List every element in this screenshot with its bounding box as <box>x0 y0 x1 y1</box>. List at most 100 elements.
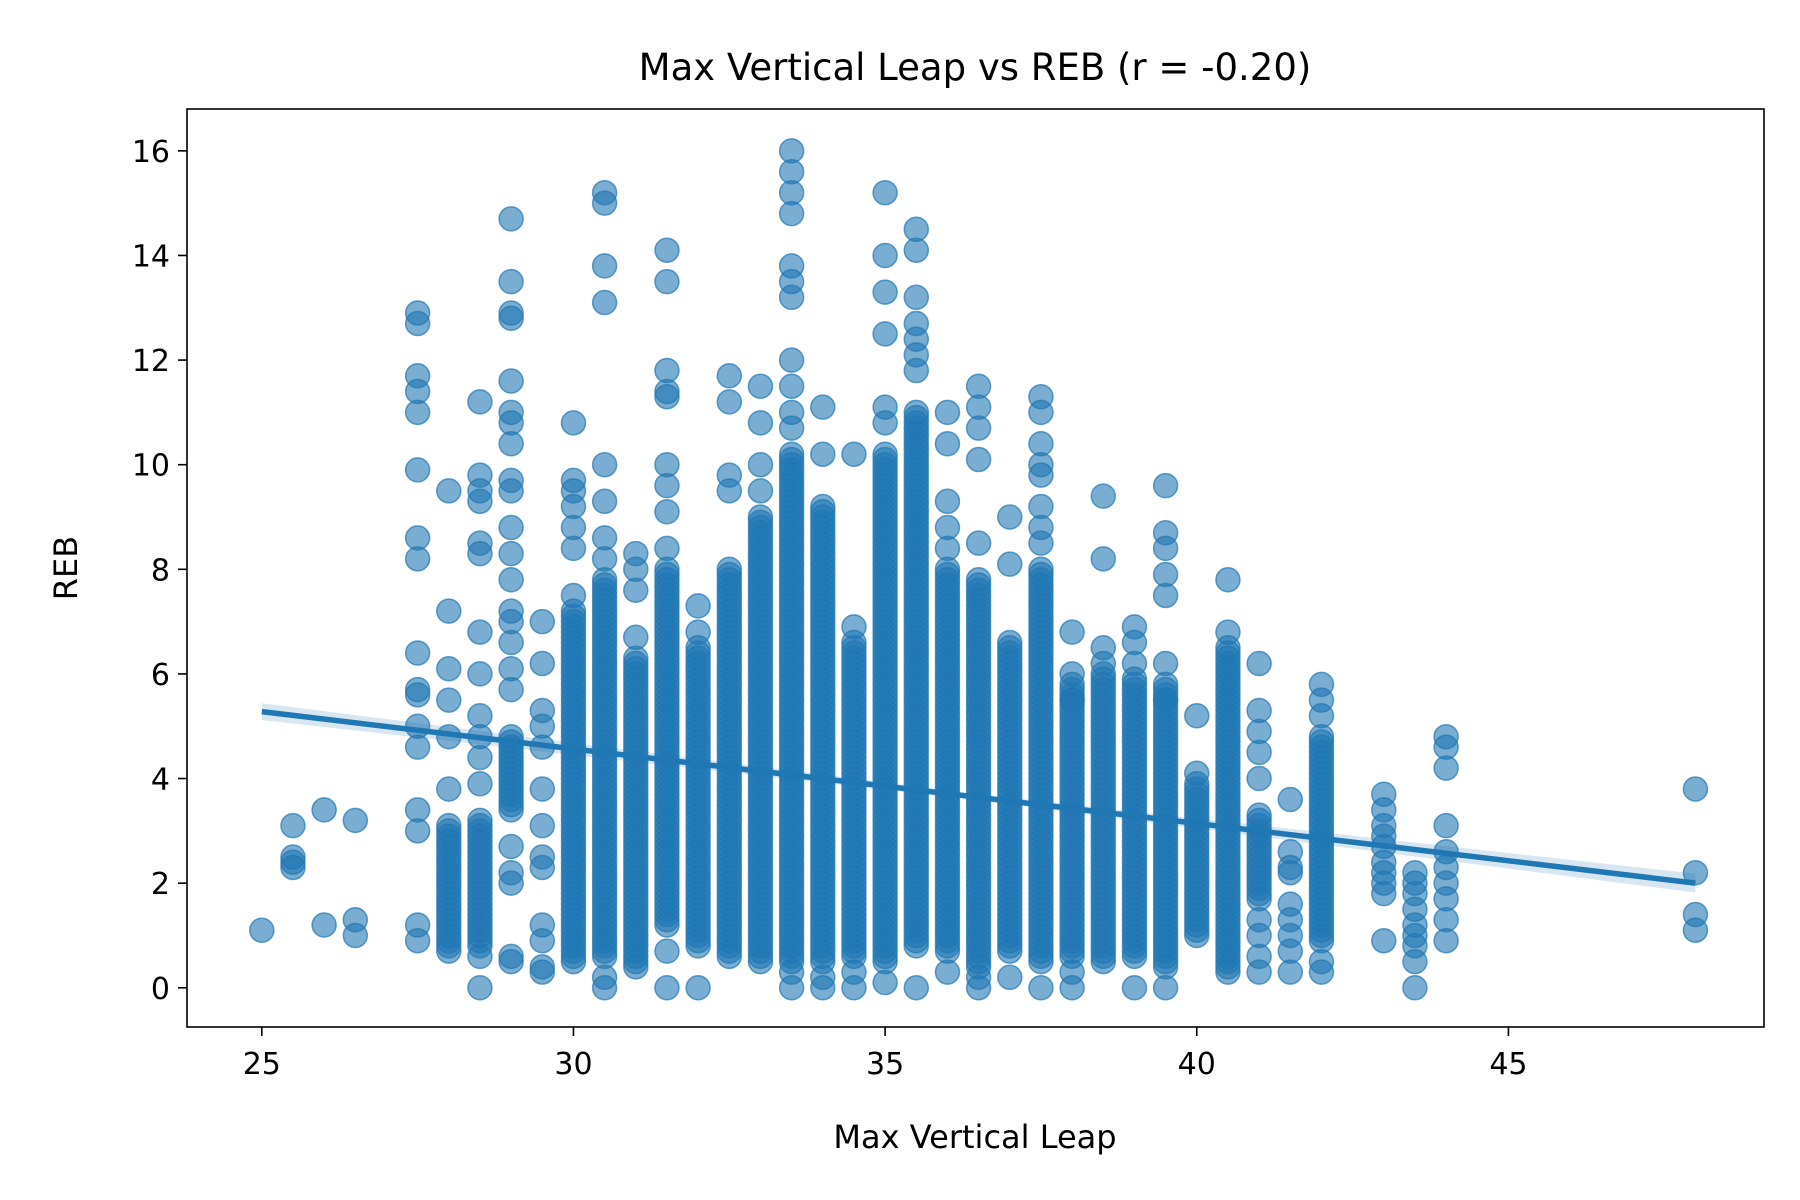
data-point <box>654 556 680 583</box>
data-point <box>498 870 524 896</box>
data-point <box>498 305 524 331</box>
data-point <box>623 645 649 671</box>
data-point <box>529 854 556 881</box>
x-axis-label: Max Vertical Leap <box>833 1118 1116 1156</box>
data-point <box>467 807 493 834</box>
data-point <box>778 284 805 311</box>
data-point <box>342 922 369 949</box>
data-point <box>997 551 1023 577</box>
data-point <box>903 357 930 384</box>
data-point <box>654 938 680 964</box>
data-point <box>1121 666 1148 692</box>
data-point <box>872 242 898 269</box>
data-point <box>934 556 961 583</box>
data-point <box>1152 671 1179 698</box>
data-point <box>778 200 805 227</box>
x-tick-label: 45 <box>1489 1047 1527 1082</box>
data-point <box>1028 975 1054 1001</box>
data-point <box>404 927 431 954</box>
plot-area <box>249 138 1709 1001</box>
data-point <box>1433 812 1459 839</box>
data-point <box>810 493 836 520</box>
plot-frame <box>186 108 1765 1028</box>
data-point <box>1277 959 1304 985</box>
x-tick-label: 30 <box>554 1047 592 1082</box>
data-point <box>1028 399 1054 426</box>
data-point <box>467 771 493 797</box>
data-point <box>778 441 805 467</box>
data-point <box>654 472 680 499</box>
y-tick-label: 14 <box>132 239 170 274</box>
y-tick-label: 16 <box>132 135 170 170</box>
data-point <box>1682 776 1709 802</box>
data-point <box>934 399 961 426</box>
y-tick-label: 12 <box>132 344 170 379</box>
data-point <box>747 451 774 478</box>
data-point <box>1152 582 1179 609</box>
data-point <box>903 399 930 426</box>
data-point <box>280 812 306 839</box>
data-point <box>1246 802 1272 828</box>
data-point <box>529 959 556 985</box>
data-point <box>467 619 493 645</box>
data-point <box>1308 723 1335 750</box>
data-point <box>404 310 431 337</box>
data-point <box>529 650 556 677</box>
data-point <box>498 268 524 295</box>
data-point <box>404 546 431 572</box>
data-point <box>1184 703 1210 729</box>
data-point <box>1402 948 1428 975</box>
data-point <box>467 540 493 567</box>
data-point <box>1028 556 1054 583</box>
data-point <box>1433 927 1459 954</box>
data-point <box>965 530 992 556</box>
data-point <box>965 567 992 593</box>
data-point <box>436 812 462 839</box>
data-point <box>997 629 1023 656</box>
data-point <box>685 593 711 619</box>
y-tick-label: 4 <box>151 763 170 798</box>
data-point <box>778 415 805 441</box>
data-point <box>1308 959 1335 985</box>
regression-line <box>261 708 1696 886</box>
data-point <box>436 478 462 504</box>
x-tick-label: 35 <box>866 1047 904 1082</box>
data-point <box>436 655 462 682</box>
data-point <box>1402 975 1428 1001</box>
data-point <box>997 504 1023 530</box>
data-point <box>1246 959 1272 985</box>
data-point <box>872 321 898 347</box>
data-point <box>249 917 275 943</box>
data-point <box>841 629 867 656</box>
data-point <box>716 478 743 504</box>
data-point <box>1090 546 1117 572</box>
data-point <box>1215 567 1241 593</box>
data-point <box>1059 619 1085 645</box>
chart-title: Max Vertical Leap vs REB (r = -0.20) <box>639 46 1312 89</box>
data-point <box>1152 535 1179 562</box>
data-point <box>467 744 493 771</box>
data-point <box>1028 462 1054 488</box>
data-point <box>498 567 524 593</box>
data-point <box>498 676 524 703</box>
data-point <box>498 431 524 457</box>
data-point <box>997 964 1023 991</box>
data-point <box>810 394 836 420</box>
data-point <box>404 734 431 760</box>
data-point <box>747 504 774 530</box>
data-point <box>654 975 680 1001</box>
data-point <box>934 431 961 457</box>
data-point <box>1028 530 1054 556</box>
data-point <box>1184 771 1210 797</box>
data-point <box>654 499 680 525</box>
data-point <box>872 279 898 305</box>
data-point <box>1371 927 1397 954</box>
data-point <box>311 912 337 938</box>
data-point <box>560 410 587 436</box>
data-point <box>716 363 743 389</box>
data-point <box>872 410 898 436</box>
data-point <box>498 368 524 394</box>
data-point <box>965 415 992 441</box>
data-point <box>498 478 524 504</box>
data-point <box>1246 765 1272 792</box>
